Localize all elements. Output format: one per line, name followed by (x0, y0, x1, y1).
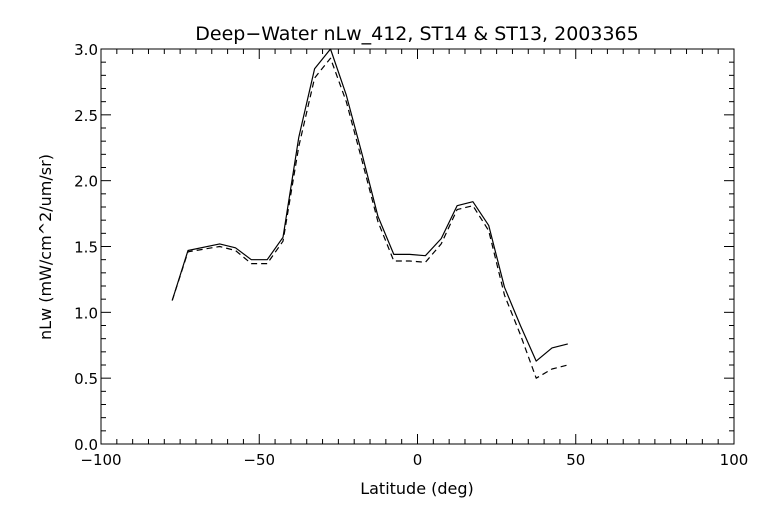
x-tick-label: −50 (243, 451, 275, 469)
x-tick-label: 100 (720, 451, 749, 469)
series-lines (171, 48, 568, 379)
plot-frame (100, 48, 735, 445)
y-tick-label: 0.0 (74, 436, 98, 454)
chart-title: Deep−Water nLw_412, ST14 & ST13, 2003365 (195, 23, 639, 45)
y-axis-label: nLw (mW/cm^2/um/sr) (36, 154, 55, 340)
series-line-dashed (171, 57, 568, 379)
series-line-solid (171, 48, 568, 362)
x-axis-label: Latitude (deg) (360, 479, 474, 498)
axis-tick-labels: −100 −50 0 50 100 0.0 0.5 1.0 1.5 2.0 2.5 3.0 (74, 41, 748, 469)
y-tick-label: 0.5 (74, 370, 98, 388)
y-tick-label: 3.0 (74, 41, 98, 59)
y-tick-label: 2.5 (74, 107, 98, 125)
x-tick-label: 50 (566, 451, 585, 469)
y-tick-label: 1.0 (74, 304, 98, 322)
y-tick-label: 1.5 (74, 239, 98, 257)
y-tick-label: 2.0 (74, 173, 98, 191)
x-tick-label: 0 (413, 451, 423, 469)
x-tick-label: −100 (80, 451, 121, 469)
axis-ticks (100, 48, 735, 445)
